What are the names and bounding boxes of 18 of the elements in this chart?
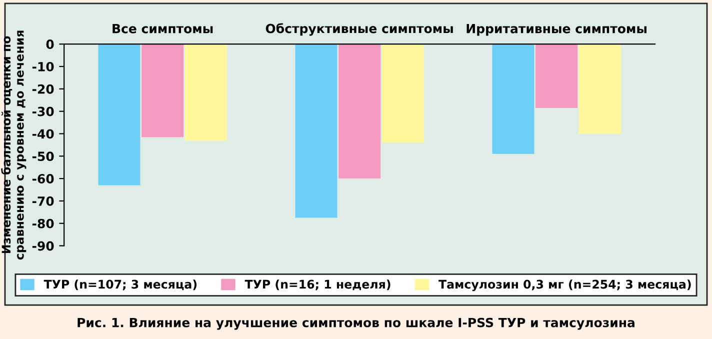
y-tick-label: -90	[32, 241, 54, 251]
x-tick-label: Ирритативные симптомы	[466, 24, 646, 36]
y-tick-label: -50	[32, 152, 54, 162]
y-tick-label: -20	[32, 84, 54, 94]
legend-label: ТУР (n=107; 3 месяца)	[44, 280, 197, 290]
legend-label: ТУР (n=16; 1 неделя)	[244, 280, 390, 290]
y-tick-label: -10	[32, 62, 54, 72]
y-tick-label: -70	[32, 196, 54, 206]
y-tick-label: 0	[46, 40, 54, 49]
y-axis-title: Изменение балльной оценки по сравнению с уровнем до лечения	[1, 30, 26, 260]
x-tick-label: Обструктивные симптомы	[266, 23, 453, 36]
text: Рис. 1. Влияние на улучшение симптомов по шкале I-PSS ТУР и тамсулозина	[78, 318, 634, 330]
x-tick-label: Все симптомы	[112, 24, 213, 34]
y-tick-label: -40	[32, 129, 54, 139]
y-tick-label: -60	[32, 174, 54, 184]
y-tick-label: -80	[32, 218, 54, 228]
y-tick-label: -30	[32, 106, 54, 116]
legend-label: Тамсулозин 0,3 мг (n=254; 3 месяца)	[438, 280, 691, 292]
